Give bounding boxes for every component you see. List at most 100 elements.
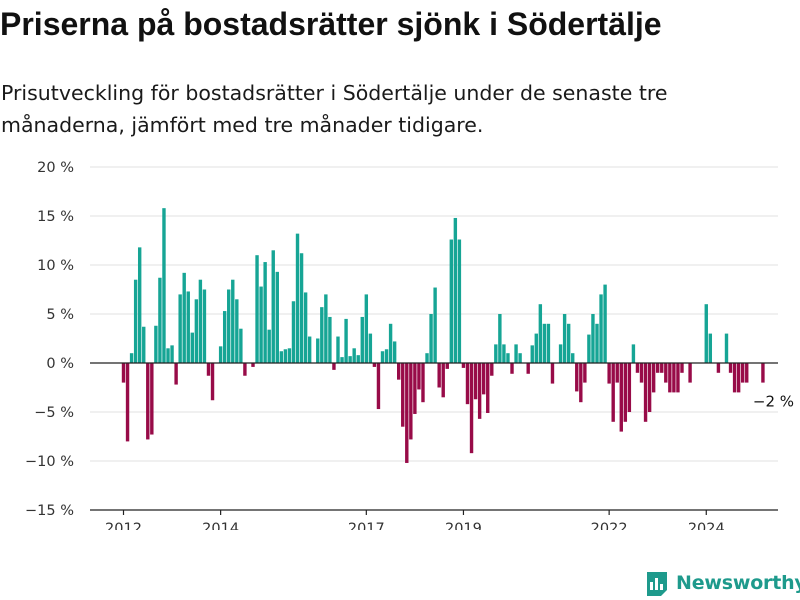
bar xyxy=(656,363,660,373)
bar xyxy=(413,363,417,414)
bar xyxy=(607,363,611,384)
bar xyxy=(566,323,571,363)
bar xyxy=(672,363,676,393)
last-value-annotation: −2 % xyxy=(753,393,794,411)
bar xyxy=(461,363,466,368)
bar xyxy=(186,291,190,363)
bar xyxy=(344,318,348,363)
bar xyxy=(384,349,389,363)
bar xyxy=(267,329,271,363)
bar xyxy=(397,363,401,380)
bar xyxy=(142,326,146,363)
bar xyxy=(668,363,672,393)
bar xyxy=(534,333,538,363)
bar xyxy=(198,279,203,363)
bar xyxy=(150,363,154,435)
bar xyxy=(546,323,551,363)
brand-name: Newsworthy xyxy=(676,572,800,594)
bar xyxy=(121,363,126,383)
bar xyxy=(603,284,607,363)
bar-chart: −15 % −10 % −5 % 0 % 5 % 10 % 15 % 20 % 2012 2014… xyxy=(25,160,794,530)
y-tick-label: 10 % xyxy=(37,258,74,274)
bar xyxy=(514,344,518,363)
bar xyxy=(526,363,530,374)
bar xyxy=(643,363,648,422)
bar xyxy=(162,208,166,363)
bar xyxy=(571,353,575,363)
bar xyxy=(202,289,207,363)
bar xyxy=(502,344,506,363)
bar xyxy=(299,253,304,363)
bar xyxy=(235,299,239,363)
bar xyxy=(558,344,563,363)
bar xyxy=(194,299,199,363)
bar xyxy=(129,353,134,363)
bar xyxy=(530,345,534,363)
bar xyxy=(591,314,595,363)
bar xyxy=(303,292,308,363)
bar xyxy=(619,363,623,432)
bar xyxy=(154,325,158,363)
bar xyxy=(429,314,433,363)
bar xyxy=(562,314,567,363)
bar xyxy=(291,301,296,363)
y-tick-label: 5 % xyxy=(46,307,74,323)
bar xyxy=(680,363,684,373)
bar xyxy=(320,307,324,363)
bar xyxy=(170,345,174,363)
bar xyxy=(368,333,373,363)
bar xyxy=(307,336,312,363)
bar xyxy=(441,363,445,398)
bar xyxy=(324,294,328,363)
bar xyxy=(239,328,243,363)
bar xyxy=(227,289,231,363)
bar xyxy=(623,363,628,422)
bar xyxy=(259,286,263,363)
bar xyxy=(635,363,640,373)
bar xyxy=(639,363,644,383)
bar xyxy=(647,363,652,412)
bar xyxy=(469,363,474,454)
bar xyxy=(255,255,259,363)
bar xyxy=(676,363,680,393)
bar xyxy=(761,363,765,383)
y-tick-label: 20 % xyxy=(37,160,74,176)
bar xyxy=(550,363,555,384)
bar xyxy=(421,363,425,403)
bar xyxy=(664,363,668,383)
bar xyxy=(283,349,288,363)
bar xyxy=(704,304,708,363)
y-tick-label: 15 % xyxy=(37,209,74,225)
bar xyxy=(437,363,441,388)
bar xyxy=(409,363,413,440)
bar xyxy=(587,334,591,363)
bar xyxy=(166,348,170,363)
brand-logo: Newsworthy xyxy=(645,568,800,598)
y-tick-label: −10 % xyxy=(25,454,74,470)
bar xyxy=(271,250,275,363)
bar xyxy=(146,363,150,440)
bar xyxy=(745,363,749,383)
bar xyxy=(279,351,284,363)
bar xyxy=(473,363,478,400)
bar xyxy=(627,363,632,412)
bar xyxy=(583,363,587,383)
bar xyxy=(615,363,619,383)
bar xyxy=(724,333,729,363)
bar xyxy=(518,353,522,363)
bar xyxy=(631,344,636,363)
x-tick-label: 2014 xyxy=(202,521,239,530)
bar xyxy=(332,363,336,370)
bar xyxy=(401,363,405,427)
bar xyxy=(611,363,615,422)
bar xyxy=(449,239,454,363)
bar xyxy=(182,272,186,363)
x-tick-label: 2022 xyxy=(591,521,628,530)
bar xyxy=(376,363,381,410)
bar xyxy=(222,311,227,363)
bar xyxy=(457,239,462,363)
x-tick-label: 2024 xyxy=(688,521,725,530)
bar xyxy=(481,363,486,395)
bar xyxy=(158,277,162,363)
bar xyxy=(494,344,498,363)
